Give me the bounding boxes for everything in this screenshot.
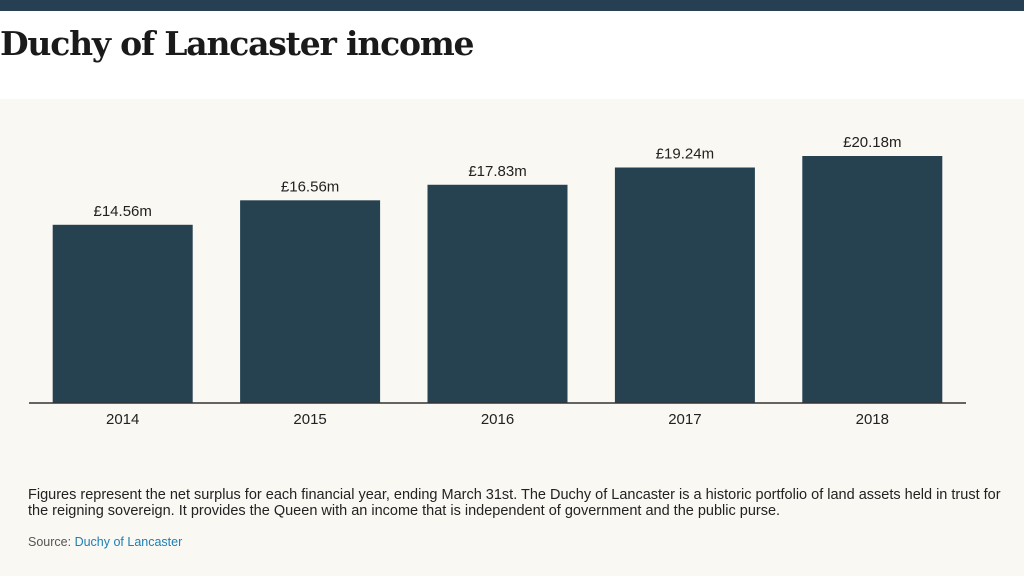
footnote: Figures represent the net surplus for ea… [28, 487, 1001, 519]
source-link[interactable]: Duchy of Lancaster [74, 535, 183, 549]
value-label-2016: £17.83m [468, 163, 526, 180]
x-tick-label-2016: 2016 [481, 411, 514, 428]
value-label-2015: £16.56m [281, 178, 339, 195]
x-tick-label-2017: 2017 [668, 411, 701, 428]
x-tick-label-2018: 2018 [856, 411, 889, 428]
value-label-2018: £20.18m [843, 134, 901, 151]
bar-chart: £14.56m 2014 £16.56m 2015 £17.83m 2016 £19.24m… [29, 134, 966, 428]
bar-2017 [614, 167, 755, 403]
bar-2015 [240, 200, 381, 403]
value-label-2014: £14.56m [94, 203, 152, 220]
top-accent-bar [0, 0, 1024, 11]
chart-panel: £14.56m 2014 £16.56m 2015 £17.83m 2016 £19.24m… [0, 99, 1024, 576]
x-tick-label-2015: 2015 [293, 411, 326, 428]
x-tick-label-2014: 2014 [106, 411, 139, 428]
page-title: Duchy of Lancaster income [0, 24, 475, 63]
bar-2014 [52, 224, 193, 403]
source-line: Source: Duchy of Lancaster [28, 535, 182, 549]
bar-2016 [427, 184, 568, 403]
source-prefix: Source: [28, 535, 72, 549]
value-label-2017: £19.24m [656, 146, 714, 163]
bar-2018 [802, 156, 943, 403]
